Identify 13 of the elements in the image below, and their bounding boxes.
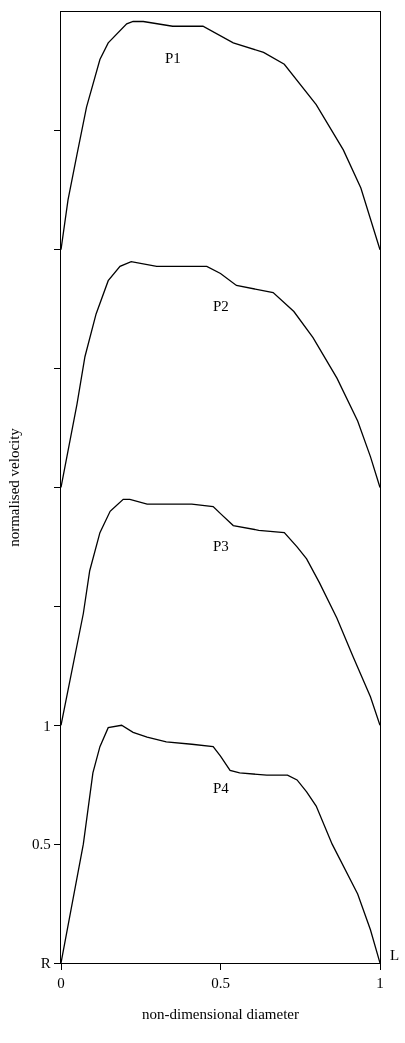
y-tick-label: 1	[43, 717, 51, 734]
y-tick-label: 0.5	[32, 836, 51, 853]
series-label: P3	[213, 538, 229, 554]
y-tick-label: R	[40, 955, 51, 972]
x-tick-label: 0	[57, 975, 65, 992]
annotation: L	[390, 947, 400, 963]
series-label: P4	[213, 780, 230, 796]
x-tick-label: 1	[376, 975, 384, 992]
y-axis-title: normalised velocity	[6, 427, 23, 547]
x-axis-title: non-dimensional diameter	[141, 1006, 300, 1023]
series-label: P2	[213, 298, 229, 314]
x-tick-label: 0.5	[211, 975, 230, 992]
series-label: P1	[165, 50, 181, 66]
